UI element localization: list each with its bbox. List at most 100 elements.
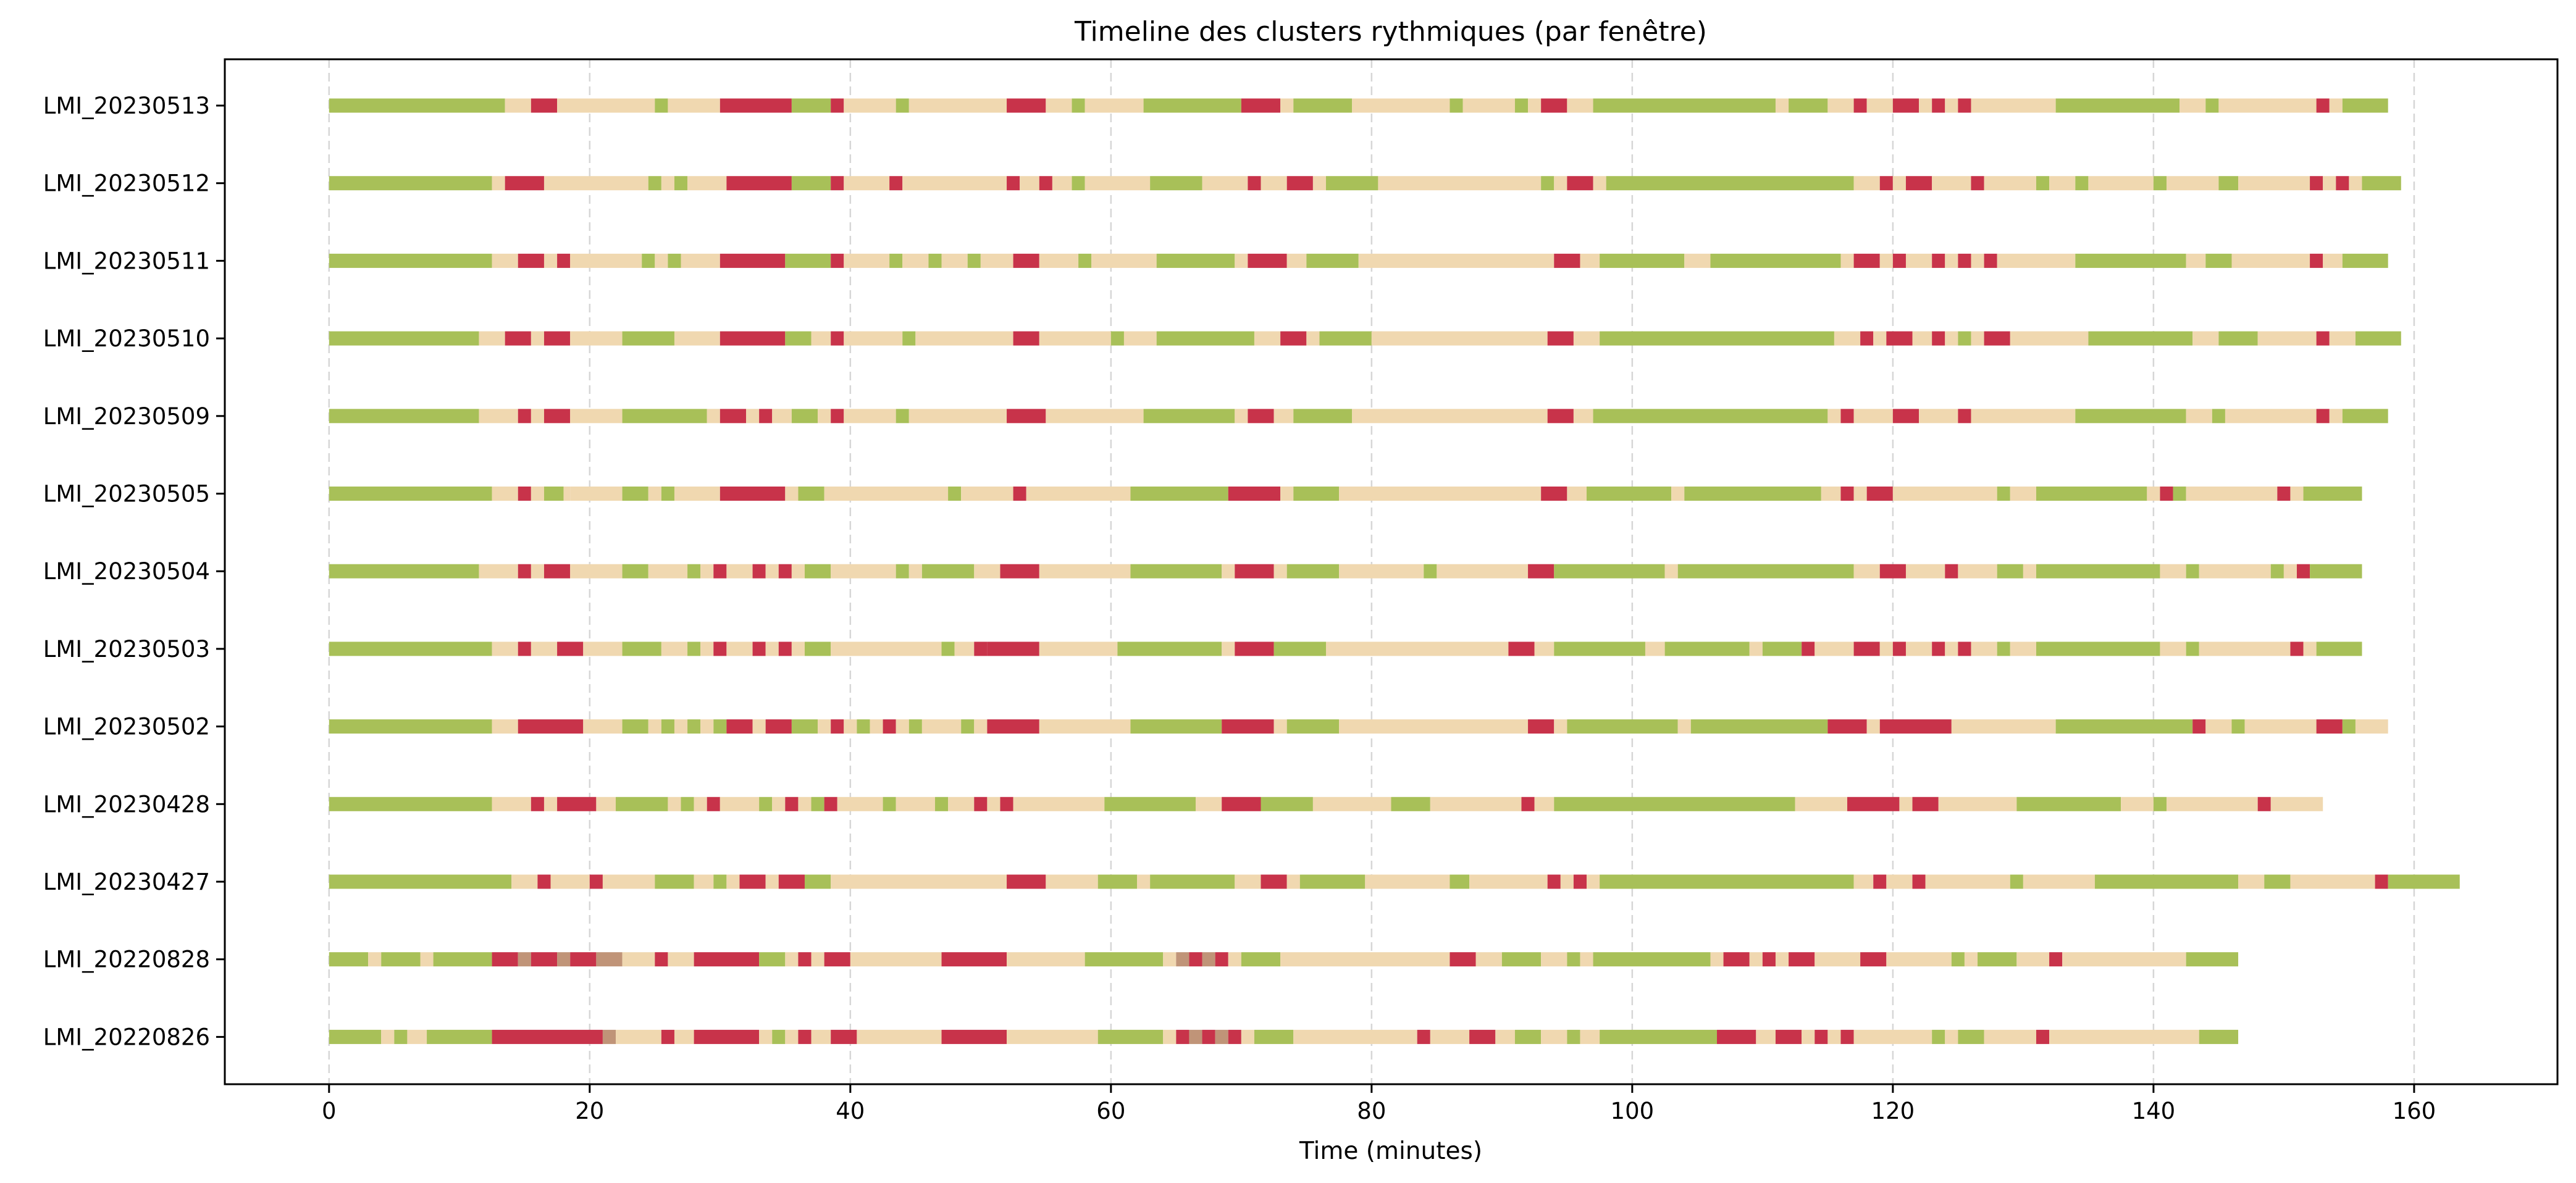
timeline-segment xyxy=(570,331,623,346)
timeline-segment xyxy=(1723,952,1750,967)
timeline-segment xyxy=(674,719,688,734)
timeline-segment xyxy=(329,176,492,191)
timeline-segment xyxy=(1495,1029,1515,1044)
timeline-segment xyxy=(818,409,831,424)
timeline-segment xyxy=(2342,98,2388,113)
timeline-row xyxy=(329,796,2323,811)
timeline-segment xyxy=(2094,874,2239,889)
timeline-segment xyxy=(329,98,505,113)
timeline-segment xyxy=(531,642,558,656)
timeline-segment xyxy=(518,564,531,579)
timeline-segment xyxy=(2036,487,2147,501)
timeline-segment xyxy=(1007,176,1020,191)
timeline-segment xyxy=(980,253,1013,268)
timeline-segment xyxy=(1286,253,1307,268)
timeline-segment xyxy=(492,796,531,811)
timeline-segment xyxy=(2010,642,2036,656)
timeline-segment xyxy=(1580,1029,1600,1044)
timeline-segment xyxy=(1958,409,1971,424)
timeline-segment xyxy=(1892,409,1919,424)
timeline-segment xyxy=(2355,331,2401,346)
timeline-segment xyxy=(694,1029,760,1044)
timeline-segment xyxy=(537,874,551,889)
timeline-segment xyxy=(2075,253,2186,268)
timeline-segment xyxy=(2010,331,2089,346)
timeline-segment xyxy=(759,409,773,424)
timeline-segment xyxy=(831,719,844,734)
timeline-segment xyxy=(804,564,831,579)
timeline-segment xyxy=(1150,874,1235,889)
timeline-segment xyxy=(883,719,896,734)
timeline-segment xyxy=(831,176,844,191)
timeline-segment xyxy=(648,487,661,501)
timeline-segment xyxy=(831,874,1007,889)
timeline-segment xyxy=(1573,331,1600,346)
timeline-segment xyxy=(511,874,538,889)
timeline-segment xyxy=(557,952,571,967)
timeline-segment xyxy=(550,874,590,889)
timeline-segment xyxy=(2036,1029,2050,1044)
timeline-segment xyxy=(1189,952,1202,967)
timeline-segment xyxy=(518,409,531,424)
timeline-segment xyxy=(1971,176,1984,191)
timeline-bars xyxy=(329,98,2460,1044)
timeline-segment xyxy=(2342,719,2356,734)
timeline-segment xyxy=(954,642,975,656)
timeline-segment xyxy=(2192,331,2219,346)
timeline-segment xyxy=(824,796,837,811)
timeline-segment xyxy=(2316,331,2330,346)
timeline-segment xyxy=(1130,487,1228,501)
timeline-segment xyxy=(2355,719,2388,734)
timeline-segment xyxy=(1143,409,1235,424)
timeline-segment xyxy=(2342,253,2388,268)
timeline-segment xyxy=(1567,487,1587,501)
timeline-segment xyxy=(2238,874,2265,889)
timeline-segment xyxy=(1554,253,1580,268)
timeline-segment xyxy=(1521,796,1535,811)
timeline-segment xyxy=(570,952,597,967)
timeline-segment xyxy=(329,487,492,501)
timeline-segment xyxy=(1007,874,1046,889)
timeline-segment xyxy=(1110,331,1124,346)
timeline-segment xyxy=(648,176,661,191)
timeline-segment xyxy=(1762,952,1776,967)
timeline-segment xyxy=(1580,253,1600,268)
timeline-segment xyxy=(915,331,1013,346)
timeline-segment xyxy=(831,409,844,424)
timeline-segment xyxy=(1013,796,1105,811)
timeline-segment xyxy=(2316,719,2343,734)
timeline-segment xyxy=(1905,564,1945,579)
timeline-segment xyxy=(1156,253,1235,268)
timeline-segment xyxy=(368,952,382,967)
timeline-segment xyxy=(2160,642,2186,656)
timeline-segment xyxy=(505,331,531,346)
timeline-segment xyxy=(1971,409,2076,424)
timeline-segment xyxy=(2036,176,2050,191)
timeline-segment xyxy=(543,176,648,191)
timeline-segment xyxy=(1143,98,1241,113)
timeline-segment xyxy=(589,874,603,889)
timeline-segment xyxy=(2218,176,2239,191)
timeline-segment xyxy=(329,564,479,579)
timeline-segment xyxy=(1241,1029,1254,1044)
timeline-segment xyxy=(1286,176,1313,191)
timeline-segment xyxy=(2388,874,2460,889)
timeline-segment xyxy=(902,331,916,346)
timeline-segment xyxy=(1130,719,1222,734)
timeline-segment xyxy=(921,564,975,579)
timeline-segment xyxy=(329,642,492,656)
timeline-segment xyxy=(948,796,975,811)
timeline-segment xyxy=(518,487,531,501)
timeline-segment xyxy=(1945,331,1958,346)
timeline-segment xyxy=(2023,564,2036,579)
timeline-segment xyxy=(1072,98,1085,113)
timeline-segment xyxy=(772,796,786,811)
timeline-segment xyxy=(1593,98,1776,113)
timeline-segment xyxy=(2218,98,2317,113)
timeline-segment xyxy=(2375,874,2388,889)
timeline-segment xyxy=(1815,952,1861,967)
chart-title: Timeline des clusters rythmiques (par fe… xyxy=(1074,16,1707,48)
timeline-segment xyxy=(1046,98,1072,113)
timeline-segment xyxy=(2231,253,2310,268)
timeline-segment xyxy=(1749,642,1763,656)
